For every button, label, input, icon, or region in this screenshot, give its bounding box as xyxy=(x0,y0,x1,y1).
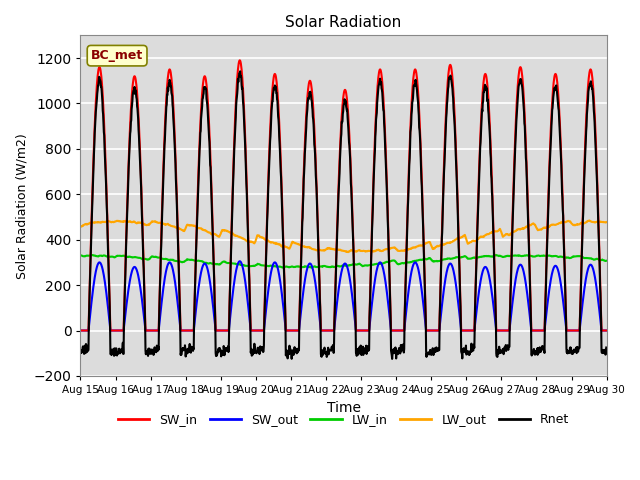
Rnet xyxy=(541,350,548,356)
LW_out xyxy=(494,228,502,234)
Line: Rnet: Rnet xyxy=(81,72,606,359)
LW_out xyxy=(425,239,433,245)
SW_out xyxy=(540,328,548,334)
LW_out xyxy=(344,249,352,255)
Line: LW_out: LW_out xyxy=(81,221,606,252)
Rnet xyxy=(253,350,260,356)
LW_out xyxy=(193,225,201,230)
Rnet xyxy=(602,345,610,350)
Rnet xyxy=(426,351,433,357)
LW_in xyxy=(492,252,500,258)
LW_in xyxy=(180,259,188,264)
LW_in xyxy=(193,258,201,264)
LW_out xyxy=(585,218,593,224)
LW_out xyxy=(252,236,260,242)
Rnet xyxy=(193,207,201,213)
SW_in xyxy=(494,328,502,334)
Legend: SW_in, SW_out, LW_in, LW_out, Rnet: SW_in, SW_out, LW_in, LW_out, Rnet xyxy=(113,408,574,431)
Rnet xyxy=(388,356,396,362)
Y-axis label: Solar Radiation (W/m2): Solar Radiation (W/m2) xyxy=(15,133,28,278)
SW_out xyxy=(180,328,188,334)
SW_in xyxy=(193,201,201,206)
SW_out xyxy=(602,328,610,334)
SW_in xyxy=(180,328,188,334)
SW_in xyxy=(253,328,260,334)
Rnet xyxy=(77,350,84,356)
LW_in xyxy=(252,262,260,268)
LW_in xyxy=(494,253,502,259)
LW_in xyxy=(425,255,433,261)
Text: BC_met: BC_met xyxy=(91,49,143,62)
Rnet xyxy=(494,347,502,353)
LW_in xyxy=(308,265,316,271)
LW_out xyxy=(540,225,548,230)
SW_in xyxy=(425,328,433,334)
SW_out xyxy=(494,328,502,334)
SW_out xyxy=(236,258,244,264)
LW_in xyxy=(77,252,84,258)
Line: SW_in: SW_in xyxy=(81,60,606,331)
SW_out xyxy=(425,328,433,334)
SW_in xyxy=(77,328,84,334)
Title: Solar Radiation: Solar Radiation xyxy=(285,15,402,30)
SW_in xyxy=(540,328,548,334)
X-axis label: Time: Time xyxy=(326,400,360,415)
SW_in xyxy=(236,58,244,63)
LW_in xyxy=(541,253,548,259)
SW_out xyxy=(253,328,260,334)
LW_out xyxy=(77,224,84,229)
SW_out xyxy=(77,328,84,334)
Rnet xyxy=(180,347,188,352)
Line: SW_out: SW_out xyxy=(81,261,606,331)
LW_out xyxy=(602,219,610,225)
SW_in xyxy=(602,328,610,334)
LW_in xyxy=(602,258,610,264)
LW_out xyxy=(180,227,188,233)
Rnet xyxy=(236,69,244,74)
SW_out xyxy=(193,294,201,300)
Line: LW_in: LW_in xyxy=(81,255,606,268)
